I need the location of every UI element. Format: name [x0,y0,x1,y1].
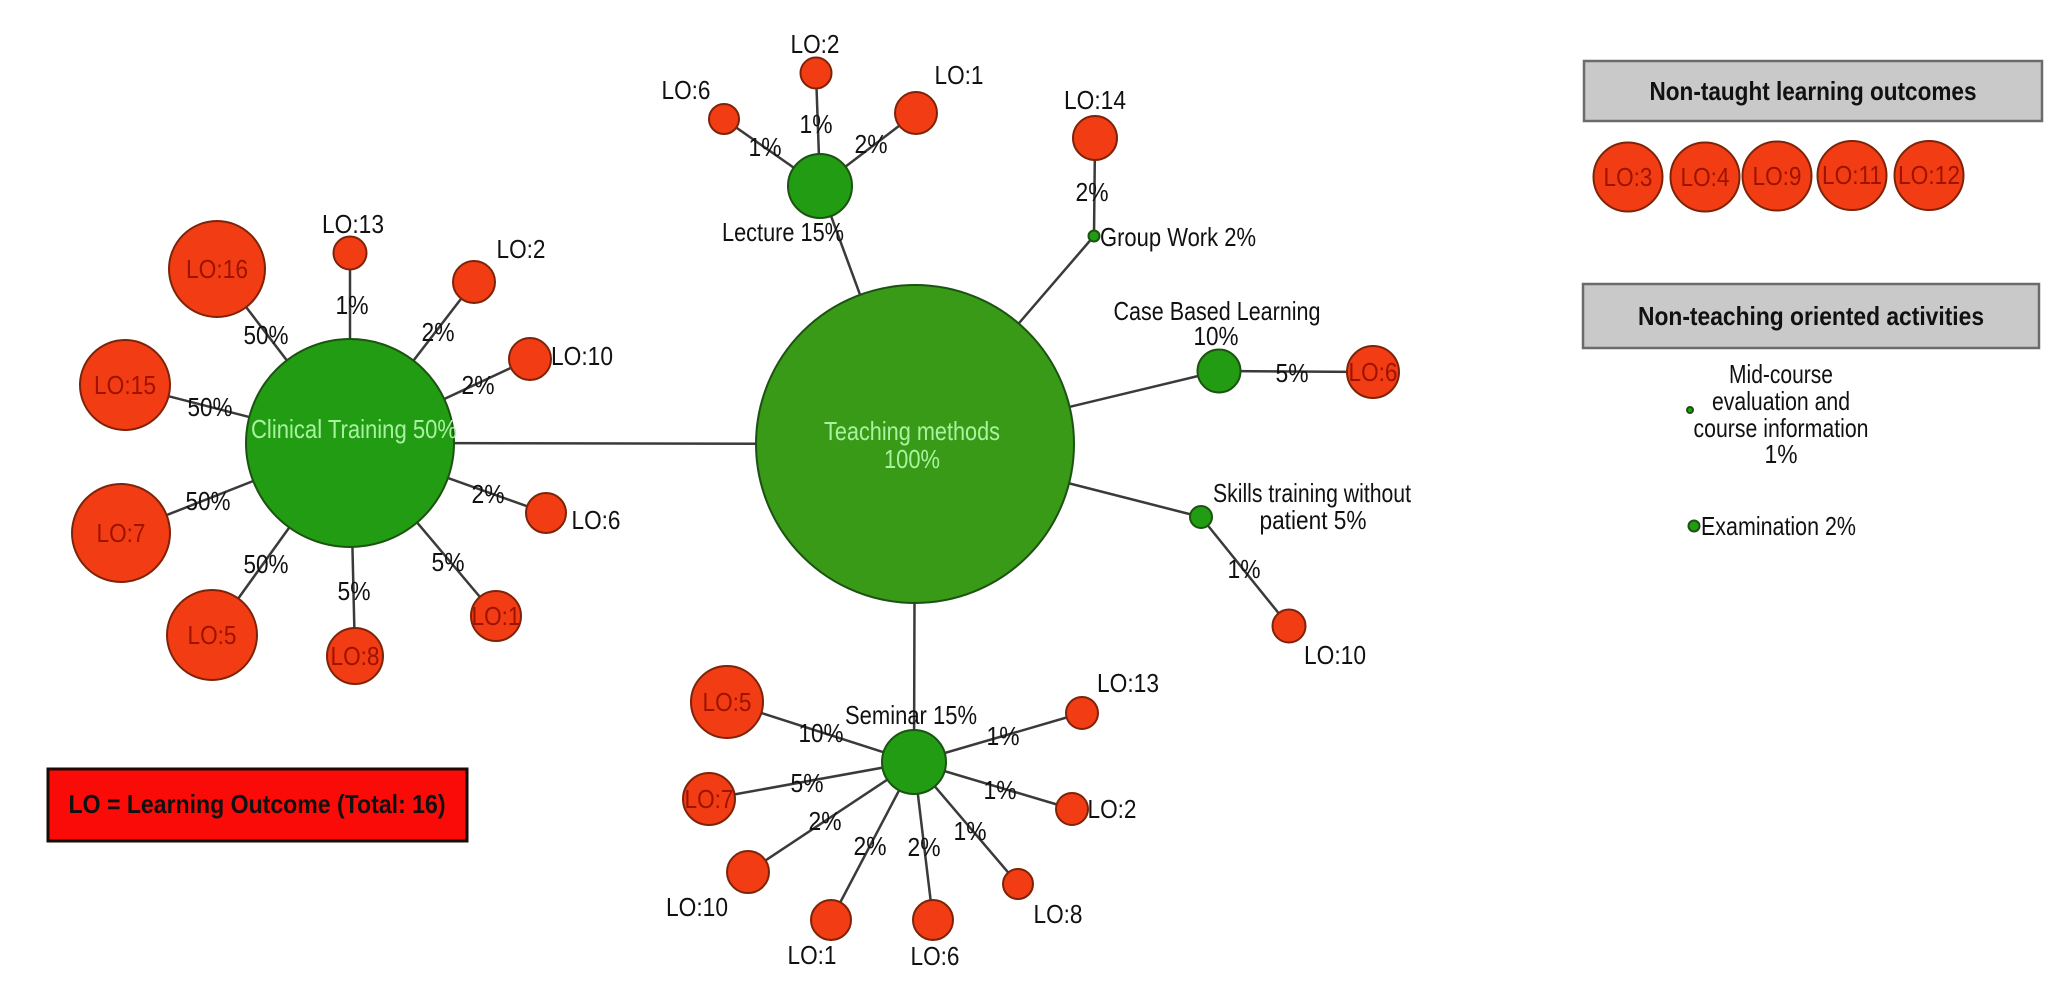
svg-text:Skills training without: Skills training without [1213,478,1412,508]
svg-text:patient 5%: patient 5% [1260,505,1367,535]
svg-text:LO:9: LO:9 [1753,161,1802,191]
svg-text:Examination 2%: Examination 2% [1701,511,1856,541]
svg-text:course information: course information [1694,413,1869,443]
svg-text:LO:8: LO:8 [1034,899,1083,929]
svg-text:2%: 2% [422,317,455,347]
svg-text:LO:15: LO:15 [94,370,156,400]
svg-text:2%: 2% [1076,177,1109,207]
svg-text:Teaching methods: Teaching methods [824,416,1000,446]
svg-text:Non-taught learning outcomes: Non-taught learning outcomes [1650,76,1977,106]
svg-text:LO:7: LO:7 [685,784,734,814]
svg-text:LO:10: LO:10 [1304,640,1366,670]
svg-text:5%: 5% [338,576,371,606]
svg-text:evaluation and: evaluation and [1712,386,1850,416]
svg-text:50%: 50% [244,320,289,350]
svg-text:LO:1: LO:1 [788,940,837,970]
svg-text:LO:5: LO:5 [188,620,237,650]
svg-text:2%: 2% [462,370,495,400]
svg-text:10%: 10% [799,718,844,748]
svg-text:LO:2: LO:2 [791,29,840,59]
svg-text:100%: 100% [884,444,940,474]
svg-text:Clinical Training 50%: Clinical Training 50% [251,414,457,444]
svg-text:LO:3: LO:3 [1604,162,1653,192]
svg-text:1%: 1% [954,816,987,846]
svg-text:LO:13: LO:13 [322,209,384,239]
svg-text:50%: 50% [244,549,289,579]
svg-text:2%: 2% [908,832,941,862]
svg-text:LO:1: LO:1 [472,601,521,631]
svg-text:LO:13: LO:13 [1097,668,1159,698]
svg-text:Lecture 15%: Lecture 15% [722,217,844,247]
svg-text:LO = Learning Outcome (Total:: LO = Learning Outcome (Total: 16) [69,789,446,819]
svg-text:LO:8: LO:8 [331,641,380,671]
svg-text:2%: 2% [472,479,505,509]
svg-text:1%: 1% [984,775,1017,805]
svg-text:LO:11: LO:11 [1822,160,1882,190]
svg-text:2%: 2% [854,831,887,861]
svg-text:LO:6: LO:6 [1349,357,1398,387]
svg-text:10%: 10% [1194,321,1239,351]
svg-text:1%: 1% [1765,439,1798,469]
svg-text:Seminar 15%: Seminar 15% [845,700,977,730]
svg-text:5%: 5% [791,768,824,798]
svg-text:LO:16: LO:16 [186,254,248,284]
svg-text:1%: 1% [336,290,369,320]
svg-text:LO:6: LO:6 [911,941,960,971]
svg-text:2%: 2% [855,129,888,159]
svg-text:LO:7: LO:7 [97,518,146,548]
svg-text:1%: 1% [749,132,782,162]
svg-text:2%: 2% [809,806,842,836]
svg-text:Mid-course: Mid-course [1729,359,1833,389]
svg-text:1%: 1% [1228,554,1261,584]
svg-text:LO:5: LO:5 [703,687,752,717]
svg-text:LO:10: LO:10 [666,892,728,922]
svg-text:LO:4: LO:4 [1681,162,1730,192]
svg-text:5%: 5% [432,547,465,577]
svg-text:LO:2: LO:2 [1088,794,1137,824]
svg-text:LO:1: LO:1 [935,60,984,90]
svg-text:LO:10: LO:10 [551,341,613,371]
svg-text:LO:6: LO:6 [662,75,711,105]
svg-text:1%: 1% [800,109,833,139]
svg-text:1%: 1% [987,721,1020,751]
svg-text:LO:12: LO:12 [1898,160,1960,190]
svg-text:5%: 5% [1276,358,1309,388]
svg-text:LO:14: LO:14 [1064,85,1126,115]
svg-text:Non-teaching oriented activiti: Non-teaching oriented activities [1638,301,1984,331]
svg-text:LO:2: LO:2 [497,234,546,264]
svg-text:50%: 50% [186,486,231,516]
svg-text:Group Work 2%: Group Work 2% [1100,222,1256,252]
svg-text:50%: 50% [188,392,233,422]
svg-text:LO:6: LO:6 [572,505,621,535]
svg-text:Case Based Learning: Case Based Learning [1114,296,1321,326]
